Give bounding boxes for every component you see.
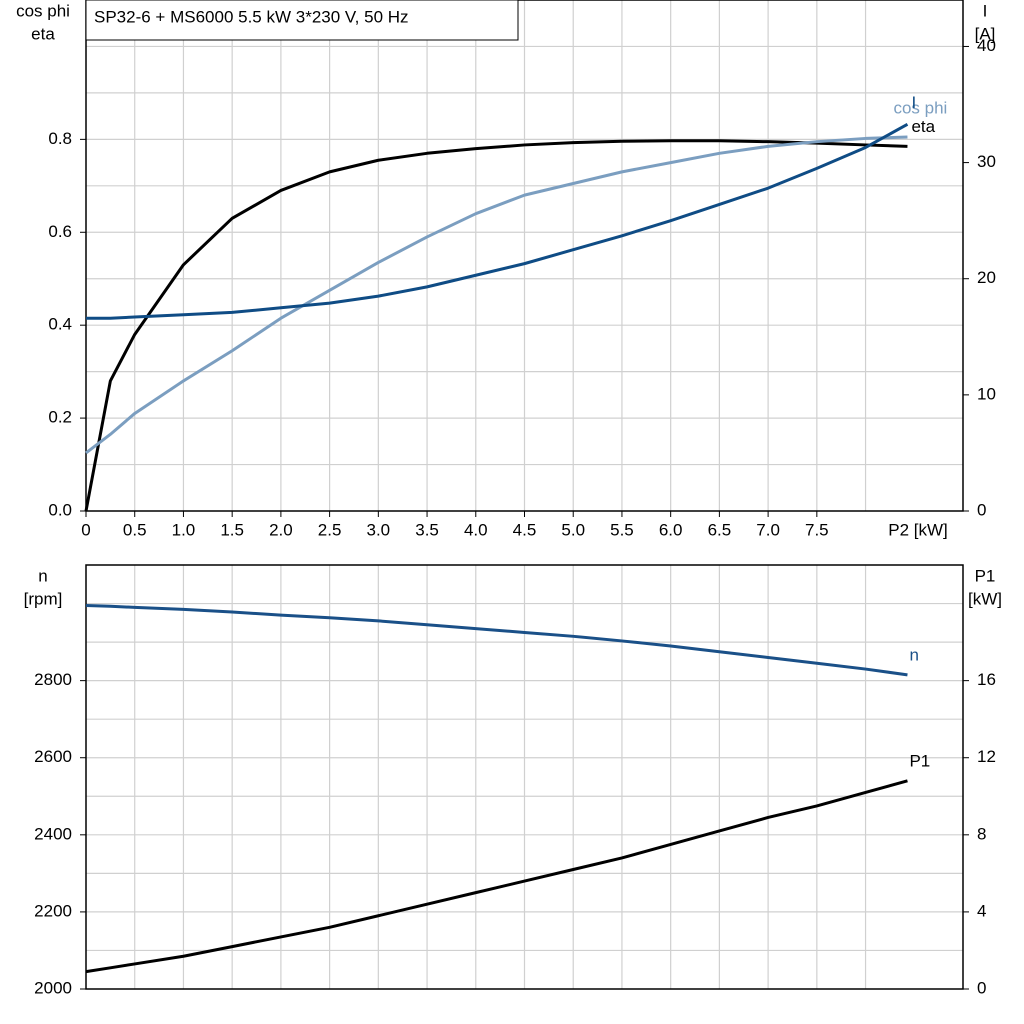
series-label: P1 bbox=[909, 751, 930, 770]
x-tick-label: 7.0 bbox=[756, 520, 780, 539]
x-tick-label: 3.5 bbox=[415, 520, 439, 539]
x-tick-label: 1.0 bbox=[172, 520, 196, 539]
x-tick-label: 4.0 bbox=[464, 520, 488, 539]
y2-tick-label: 0 bbox=[977, 978, 986, 997]
series-label: cos phi bbox=[893, 99, 947, 118]
series-label: n bbox=[909, 645, 918, 664]
x-tick-label: 6.0 bbox=[659, 520, 683, 539]
y-axis-label: cos phi bbox=[16, 1, 70, 20]
y2-tick-label: 10 bbox=[977, 384, 996, 403]
y-tick-label: 0.6 bbox=[48, 222, 72, 241]
series-label: eta bbox=[911, 117, 935, 136]
x-tick-label: 2.5 bbox=[318, 520, 342, 539]
title-box bbox=[85, 0, 519, 41]
y2-tick-label: 20 bbox=[977, 268, 996, 287]
y-tick-label: 0.0 bbox=[48, 500, 72, 519]
x-tick-label: 2.0 bbox=[269, 520, 293, 539]
y-tick-label: 0.2 bbox=[48, 408, 72, 427]
x-tick-label: 0.5 bbox=[123, 520, 147, 539]
x-tick-label: 4.5 bbox=[513, 520, 537, 539]
series-line bbox=[85, 135, 908, 455]
y2-tick-label: 40 bbox=[977, 36, 996, 55]
x-tick-label: 7.5 bbox=[805, 520, 829, 539]
y-tick-label: 2200 bbox=[34, 901, 72, 920]
y2-tick-label: 8 bbox=[977, 824, 986, 843]
y2-axis-label: [A] bbox=[975, 24, 996, 43]
x-axis-label: P2 [kW] bbox=[888, 520, 948, 539]
plot-frame bbox=[85, 564, 964, 990]
y2-axis-label: P1 bbox=[975, 566, 996, 585]
series-line bbox=[85, 603, 908, 677]
chart-title: SP32-6 + MS6000 5.5 kW 3*230 V, 50 Hz bbox=[94, 7, 409, 26]
series-line bbox=[85, 779, 908, 974]
x-tick-label: 5.5 bbox=[610, 520, 634, 539]
x-tick-label: 0 bbox=[81, 520, 90, 539]
x-tick-label: 1.5 bbox=[220, 520, 244, 539]
y-tick-label: 0.8 bbox=[48, 129, 72, 148]
series-line bbox=[86, 122, 909, 320]
y-axis-label: n bbox=[38, 566, 47, 585]
y2-tick-label: 12 bbox=[977, 747, 996, 766]
y2-tick-label: 16 bbox=[977, 670, 996, 689]
y-tick-label: 0.4 bbox=[48, 315, 72, 334]
y-axis-label: eta bbox=[31, 24, 55, 43]
y2-tick-label: 30 bbox=[977, 152, 996, 171]
series-label: I bbox=[911, 93, 916, 112]
x-tick-label: 3.0 bbox=[367, 520, 391, 539]
y-tick-label: 2000 bbox=[34, 978, 72, 997]
y2-tick-label: 4 bbox=[977, 901, 986, 920]
x-tick-label: 6.5 bbox=[708, 520, 732, 539]
y-tick-label: 2400 bbox=[34, 824, 72, 843]
y-axis-label: [rpm] bbox=[24, 589, 63, 608]
y2-axis-label: I bbox=[983, 1, 988, 20]
y-tick-label: 2800 bbox=[34, 670, 72, 689]
x-tick-label: 5.0 bbox=[561, 520, 585, 539]
y2-axis-label: [kW] bbox=[968, 589, 1002, 608]
y-tick-label: 2600 bbox=[34, 747, 72, 766]
y2-tick-label: 0 bbox=[977, 500, 986, 519]
series-line bbox=[84, 139, 908, 512]
